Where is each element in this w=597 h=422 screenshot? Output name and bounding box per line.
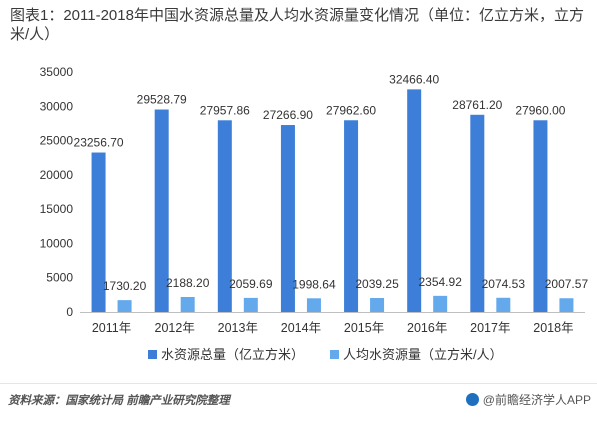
y-tick-label-0: 0 xyxy=(66,305,73,319)
bar-s2-6 xyxy=(496,297,511,312)
value-label-s1-3: 27266.90 xyxy=(263,108,313,122)
bar-s1-3 xyxy=(280,125,295,312)
x-tick-label-2: 2013年 xyxy=(218,321,258,335)
bar-s2-3 xyxy=(306,298,321,312)
y-tick-label-7: 35000 xyxy=(40,65,74,79)
bars xyxy=(91,89,574,313)
bar-s2-2 xyxy=(243,297,258,312)
source-note: 资料来源：国家统计局 前瞻产业研究院整理 xyxy=(8,395,230,407)
value-label-s1-5: 32466.40 xyxy=(389,72,439,86)
bar-s1-5 xyxy=(407,89,422,312)
value-label-s1-1: 29528.79 xyxy=(137,93,187,107)
y-tick-label-4: 20000 xyxy=(40,168,74,182)
y-tick-label-2: 10000 xyxy=(40,236,74,250)
legend-label-1: 人均水资源量（立方米/人） xyxy=(343,347,503,362)
value-label-s1-6: 28761.20 xyxy=(452,98,502,112)
bar-s1-7 xyxy=(533,120,548,312)
brand-credit: @前瞻经济学人APP xyxy=(465,391,591,408)
y-tick-label-3: 15000 xyxy=(40,202,74,216)
footer-divider xyxy=(0,383,597,384)
chart-title: 图表1：2011-2018年中国水资源总量及人均水资源量变化情况（单位：亿立方米… xyxy=(10,7,584,43)
value-label-s2-6: 2074.53 xyxy=(482,277,526,291)
x-tick-label-7: 2018年 xyxy=(533,321,573,335)
legend-label-0: 水资源总量（亿立方米） xyxy=(161,347,304,362)
y-tick-label-6: 30000 xyxy=(40,99,74,113)
bar-s2-0 xyxy=(117,300,132,312)
bar-s1-4 xyxy=(344,120,359,312)
value-label-s2-3: 1998.64 xyxy=(292,277,336,291)
x-tick-label-0: 2011年 xyxy=(92,321,131,335)
value-label-s1-2: 27957.86 xyxy=(200,103,250,117)
bar-s1-1 xyxy=(154,109,169,312)
value-label-s2-5: 2354.92 xyxy=(418,275,462,289)
bar-s2-4 xyxy=(370,298,385,312)
value-label-s2-2: 2059.69 xyxy=(229,277,273,291)
y-axis-tick-labels: 0 5000 10000 15000 20000 25000 30000 35000 xyxy=(40,65,74,319)
value-label-s1-7: 27960.00 xyxy=(515,103,565,117)
brand-label: @前瞻经济学人APP xyxy=(482,393,591,407)
y-tick-label-1: 5000 xyxy=(46,271,73,285)
bar-s2-7 xyxy=(559,298,574,312)
value-label-s2-0: 1730.20 xyxy=(103,279,147,293)
bar-s2-5 xyxy=(433,295,448,312)
data-labels: 23256.70 1730.20 29528.79 2188.20 27957.86 20… xyxy=(74,72,589,293)
x-tick-label-1: 2012年 xyxy=(155,321,195,335)
x-tick-label-5: 2016年 xyxy=(407,321,447,335)
value-label-s1-4: 27962.60 xyxy=(326,103,376,117)
value-label-s2-1: 2188.20 xyxy=(166,276,210,290)
x-tick-label-4: 2015年 xyxy=(344,321,384,335)
x-tick-label-6: 2017年 xyxy=(470,321,510,335)
value-label-s2-4: 2039.25 xyxy=(355,277,399,291)
x-tick-label-3: 2014年 xyxy=(281,321,321,335)
bar-s1-0 xyxy=(91,152,106,312)
y-tick-label-5: 25000 xyxy=(40,134,74,148)
bar-s1-2 xyxy=(217,120,232,312)
value-label-s1-0: 23256.70 xyxy=(74,136,124,150)
brand-logo-icon xyxy=(465,393,479,406)
value-label-s2-7: 2007.57 xyxy=(545,277,589,291)
bar-s1-6 xyxy=(470,114,485,313)
legend-swatch-0 xyxy=(148,350,157,359)
x-axis-tick-labels: 2011年 2012年 2013年 2014年 2015年 2016年 2017年 2018年 xyxy=(92,321,574,335)
bar-s2-1 xyxy=(180,296,195,312)
legend-swatch-1 xyxy=(330,350,339,359)
legend: 水资源总量（亿立方米） 人均水资源量（立方米/人） xyxy=(148,347,503,362)
